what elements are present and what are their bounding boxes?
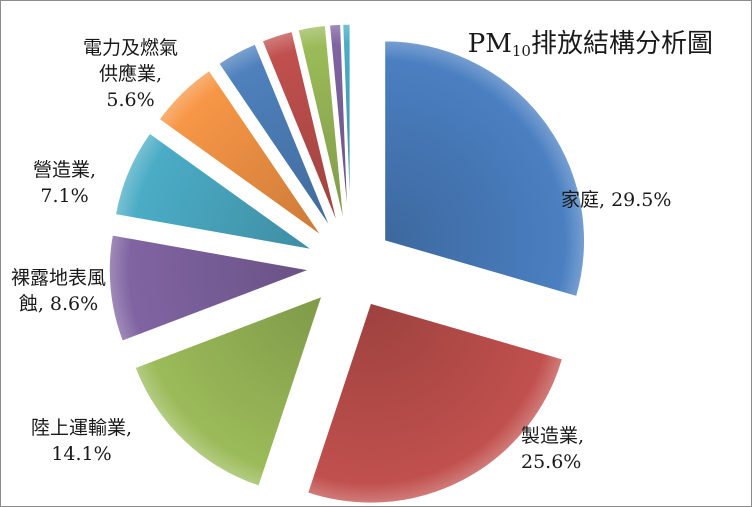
label-power-gas: 電力及燃氣 供應業, 5.6% [83, 35, 178, 113]
label-bare-soil-erosion: 裸露地表風 蝕, 8.6% [11, 265, 106, 317]
label-manufacturing: 製造業, 25.6% [521, 423, 584, 475]
chart-title: PM10排放結構分析圖 [468, 23, 713, 60]
pie-slice-1 [385, 41, 585, 297]
label-land-transport: 陸上運輸業, 14.1% [31, 415, 132, 467]
label-construction: 營造業, 7.1% [33, 157, 96, 209]
label-household: 家庭, 29.5% [561, 187, 671, 213]
